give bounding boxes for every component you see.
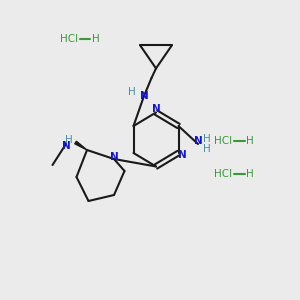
Text: H: H <box>128 87 136 98</box>
Text: H: H <box>246 136 254 146</box>
Polygon shape <box>75 141 87 150</box>
Text: N: N <box>194 136 202 146</box>
Text: HCl: HCl <box>214 169 232 179</box>
Text: HCl: HCl <box>60 34 78 44</box>
Text: N: N <box>140 91 149 101</box>
Text: H: H <box>65 135 73 146</box>
Text: N: N <box>61 141 70 152</box>
Text: N: N <box>178 149 187 160</box>
Text: HCl: HCl <box>214 136 232 146</box>
Text: N: N <box>152 104 160 114</box>
Text: H: H <box>202 144 210 154</box>
Text: H: H <box>203 134 211 144</box>
Text: H: H <box>92 34 99 44</box>
Text: H: H <box>246 169 254 179</box>
Text: N: N <box>110 152 118 163</box>
